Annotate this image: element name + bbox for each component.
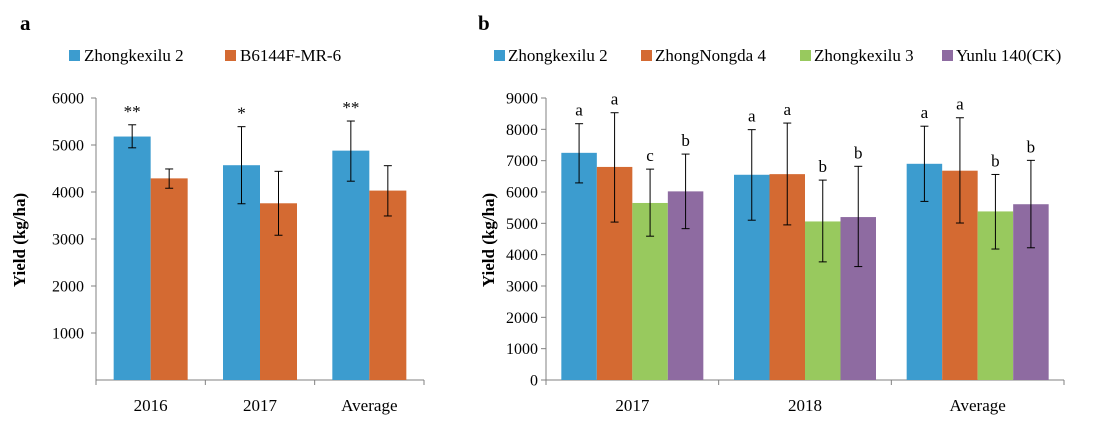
x-tick-label-a-1: 2017 — [243, 396, 278, 415]
significance-label-b-0-2: a — [921, 103, 929, 122]
significance-label-b-0-1: a — [748, 107, 756, 126]
panel-a: a Zhongkexilu 2 B6144F-MR-6 Yield (kg/ha… — [10, 11, 425, 415]
significance-label-b-2-1: b — [819, 157, 828, 176]
significance-label-b-2-2: b — [991, 151, 1000, 170]
y-tick-label-b-6: 6000 — [506, 185, 538, 202]
x-tick-label-a-2: Average — [341, 396, 397, 415]
y-tick-label-b-4: 4000 — [506, 247, 538, 264]
legend-label-b-1: ZhongNongda 4 — [655, 46, 766, 65]
significance-label-a-0-1: * — [237, 104, 246, 123]
legend-label-a-1: B6144F-MR-6 — [240, 46, 341, 65]
y-tick-label-a-2: 3000 — [52, 232, 84, 249]
y-tick-label-b-2: 2000 — [506, 310, 538, 327]
bar-a-0-0 — [113, 136, 151, 380]
significance-label-b-1-2: a — [956, 95, 964, 114]
x-tick-label-b-1: 2018 — [788, 396, 822, 415]
panel-b-plot: 0 1000 2000 3000 4000 5000 6000 7000 8000 9000 a a c… — [506, 90, 1065, 415]
legend-label-b-3: Yunlu 140(CK) — [956, 46, 1061, 65]
significance-label-b-3-2: b — [1027, 137, 1036, 156]
panel-b-legend: Zhongkexilu 2 ZhongNongda 4 Zhongkexilu … — [494, 46, 1061, 65]
x-tick-label-b-0: 2017 — [615, 396, 650, 415]
y-tick-label-a-3: 4000 — [52, 185, 84, 202]
panel-a-legend: Zhongkexilu 2 B6144F-MR-6 — [69, 46, 341, 65]
significance-label-b-1-0: a — [611, 90, 619, 109]
legend-swatch-b-1 — [641, 50, 652, 61]
legend-swatch-b-2 — [800, 50, 811, 61]
y-tick-label-a-0: 1000 — [52, 326, 84, 343]
bar-b-0-0 — [561, 152, 597, 380]
panel-a-plot: 1000 2000 3000 4000 5000 6000 ** 2016 * 2017 ** Ave… — [52, 91, 425, 415]
x-tick-label-a-0: 2016 — [134, 396, 168, 415]
panel-a-ylabel: Yield (kg/ha) — [10, 193, 29, 287]
y-tick-label-b-7: 7000 — [506, 153, 538, 170]
legend-swatch-a-0 — [69, 50, 80, 61]
significance-label-b-0-0: a — [575, 101, 583, 120]
y-tick-label-a-4: 5000 — [52, 138, 84, 155]
legend-swatch-a-1 — [225, 50, 236, 61]
panel-a-label: a — [20, 11, 31, 35]
panel-b-ylabel: Yield (kg/ha) — [479, 193, 498, 287]
significance-label-a-0-2: ** — [342, 98, 359, 117]
legend-label-a-0: Zhongkexilu 2 — [84, 46, 184, 65]
panel-b: b Zhongkexilu 2 ZhongNongda 4 Zhongkexil… — [478, 11, 1065, 415]
y-tick-label-b-9: 9000 — [506, 91, 538, 108]
y-tick-label-b-1: 1000 — [506, 341, 538, 358]
legend-label-b-0: Zhongkexilu 2 — [508, 46, 608, 65]
significance-label-b-2-0: c — [646, 146, 654, 165]
significance-label-b-3-1: b — [854, 143, 863, 162]
legend-label-b-2: Zhongkexilu 3 — [814, 46, 914, 65]
y-tick-label-a-1: 2000 — [52, 279, 84, 296]
bar-a-1-0 — [150, 178, 188, 380]
y-tick-label-b-0: 0 — [530, 373, 538, 390]
bar-a-1-2 — [369, 190, 407, 380]
legend-swatch-b-0 — [494, 50, 505, 61]
y-tick-label-a-5: 6000 — [52, 91, 84, 108]
y-tick-label-b-5: 5000 — [506, 216, 538, 233]
bar-a-0-2 — [332, 150, 370, 380]
x-tick-label-b-2: Average — [950, 396, 1006, 415]
y-tick-label-b-3: 3000 — [506, 279, 538, 296]
significance-label-b-3-0: b — [681, 131, 690, 150]
y-tick-label-b-8: 8000 — [506, 122, 538, 139]
legend-swatch-b-3 — [942, 50, 953, 61]
significance-label-b-1-1: a — [783, 100, 791, 119]
significance-label-a-0-0: ** — [124, 102, 141, 121]
panel-b-label: b — [478, 11, 490, 35]
